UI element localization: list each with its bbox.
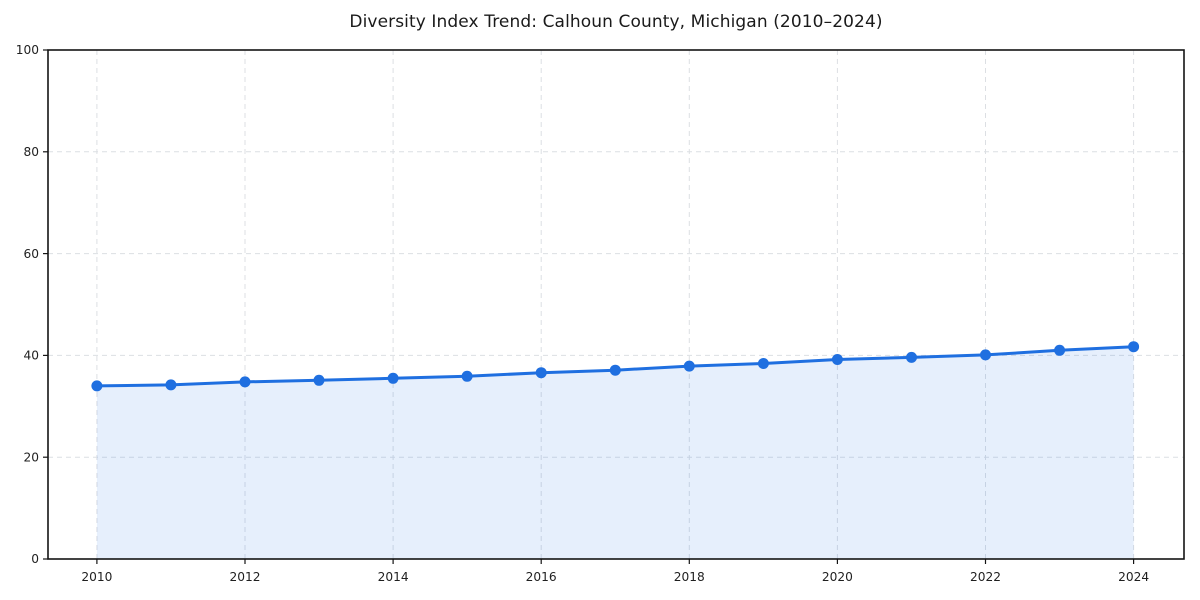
data-point <box>980 349 991 361</box>
x-tick-label: 2012 <box>229 570 260 584</box>
x-tick-label: 2020 <box>822 570 853 584</box>
area-fill <box>96 346 1134 559</box>
data-point <box>831 354 843 365</box>
tick-marks <box>43 49 1135 564</box>
data-point <box>1054 344 1066 356</box>
data-point <box>239 376 251 388</box>
data-point <box>757 358 769 369</box>
x-tick-label: 2014 <box>378 570 409 584</box>
data-point <box>313 374 325 386</box>
x-tick-label: 2022 <box>970 570 1001 584</box>
data-point <box>535 367 547 379</box>
y-tick-label: 0 <box>31 552 39 566</box>
x-tick-labels: 2010 2012 2014 2016 2018 2020 2022 2024 <box>81 570 1149 584</box>
data-points <box>91 341 1140 392</box>
x-tick-label: 2024 <box>1118 570 1149 584</box>
data-point <box>906 351 917 363</box>
x-tick-label: 2016 <box>526 570 557 584</box>
y-tick-label: 20 <box>23 450 39 464</box>
data-point <box>165 379 177 391</box>
data-point <box>1128 341 1140 353</box>
x-tick-label: 2010 <box>81 570 112 584</box>
x-tick-label: 2018 <box>674 570 705 584</box>
data-point <box>91 380 103 392</box>
plot-border <box>47 49 1185 560</box>
data-point <box>609 364 621 376</box>
data-point <box>461 370 473 382</box>
data-point <box>683 360 695 372</box>
y-tick-label: 80 <box>23 145 39 159</box>
y-tick-label: 40 <box>23 349 39 363</box>
y-tick-labels: 0 20 40 60 80 100 <box>16 43 39 566</box>
chart-title: Diversity Index Trend: Calhoun County, M… <box>349 12 883 32</box>
x-gridlines <box>96 50 1135 559</box>
data-point <box>387 372 399 384</box>
y-tick-label: 100 <box>16 43 39 57</box>
y-tick-label: 60 <box>23 247 39 261</box>
